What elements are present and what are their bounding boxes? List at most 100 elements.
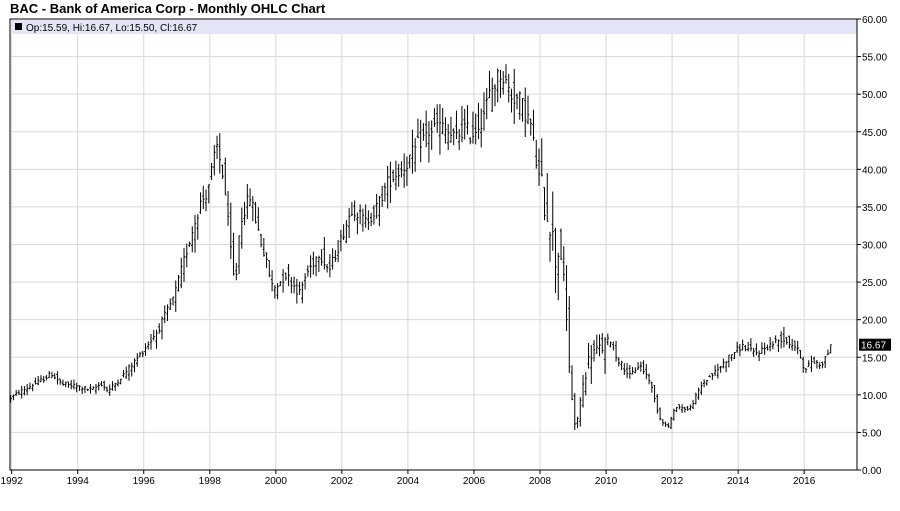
ohlc-bar [72,379,76,390]
ohlc-bar [779,331,783,349]
ohlc-bar [579,397,582,427]
ohlc-bar [372,205,376,225]
ohlc-bar [689,404,692,411]
ohlc-bar [576,416,579,429]
ohlc-bar [287,263,290,287]
ohlc-bar [719,365,722,373]
ohlc-bar [144,343,147,356]
ohlc-bar [56,371,59,385]
ohlc-bar [237,235,241,275]
ohlc-bar [268,260,271,278]
ohlc-bar [405,156,409,186]
ohlc-bar [625,363,629,379]
ohlc-bar [243,201,246,226]
ohlc-bar [705,379,709,386]
ohlc-bar [617,357,621,367]
ohlc-bar [548,231,552,262]
ohlc-bar [606,333,609,346]
ohlc-bar [386,165,389,209]
ohlc-bar [369,212,373,227]
ohlc-bar [502,71,505,95]
last-price-label: 16.67 [861,341,886,352]
ohlc-bar [763,342,766,355]
ohlc-bar [422,123,425,141]
ohlc-bar [559,228,563,260]
ohlc-bar [199,192,202,214]
ohlc-bar [240,207,244,249]
ohlc-bar [724,360,728,373]
ohlc-bar [642,360,645,375]
ohlc-bar [378,195,381,227]
y-tick-label: 20.00 [862,316,887,327]
x-tick-label: 2012 [661,476,684,487]
ohlc-bar [568,295,571,373]
y-tick-label: 30.00 [862,241,887,252]
legend-swatch [15,23,22,30]
ohlc-bar [537,148,541,186]
ohlc-bar [680,404,684,413]
ohlc-bar [306,265,310,277]
ohlc-bar [587,343,590,369]
ohlc-bar [419,119,422,163]
ohlc-bar [279,281,282,287]
ohlc-bar [455,110,458,140]
ohlc-bar [292,276,296,294]
ohlc-bar [424,110,428,148]
ohlc-bar [89,384,92,394]
ohlc-bar [163,305,166,324]
ohlc-bar [427,121,431,163]
ohlc-bar [796,340,799,355]
ohlc-bar [284,272,288,281]
ohlc-bar [31,383,34,392]
ohlc-bar [532,109,535,141]
ohlc-bar [207,184,210,204]
ohlc-bar [389,161,392,204]
ohlc-bar [133,358,136,373]
ohlc-bar [612,341,615,351]
ohlc-bar [433,108,436,127]
ohlc-bar [656,394,659,414]
ohlc-bar [149,333,153,350]
ohlc-bar [53,373,56,380]
ohlc-bar [458,128,461,151]
ohlc-bar [504,64,508,84]
ohlc-bar [562,246,565,282]
ohlc-bar [12,394,15,401]
ohlc-bar [639,361,643,372]
ohlc-bar [741,339,744,351]
ohlc-bar [694,392,698,405]
ohlc-bar [25,383,29,396]
ohlc-bar [116,379,120,387]
ohlc-bar [171,296,175,306]
ohlc-bar [546,173,549,222]
ohlc-bar [81,386,84,394]
ohlc-bar [36,375,40,386]
ohlc-bar [793,340,797,352]
ohlc-bar [554,227,557,293]
ohlc-bar [295,278,299,304]
ohlc-bar [477,102,480,140]
ohlc-bar [229,202,233,260]
ohlc-bar [804,368,808,374]
ohlc-bar [711,373,714,380]
ohlc-bar [105,386,109,393]
ohlc-bar [573,393,576,431]
ohlc-bar [788,335,791,349]
ohlc-bar [452,128,455,146]
ohlc-bar [94,384,98,395]
ohlc-bar [196,214,199,240]
ohlc-bar [334,250,337,262]
ohlc-bar [777,339,780,352]
ohlc-bar [174,280,177,312]
ohlc-bar [667,422,670,428]
ohlc-bar [515,93,519,110]
x-tick-label: 1996 [133,476,156,487]
ohlc-bar [746,341,750,352]
ohlc-bar [722,358,725,369]
ohlc-bar [193,214,197,253]
ohlc-bar [408,154,411,169]
ohlc-bar [491,77,494,112]
ohlc-bar [28,382,32,390]
x-tick-label: 1994 [67,476,90,487]
ohlc-bar [221,164,224,180]
